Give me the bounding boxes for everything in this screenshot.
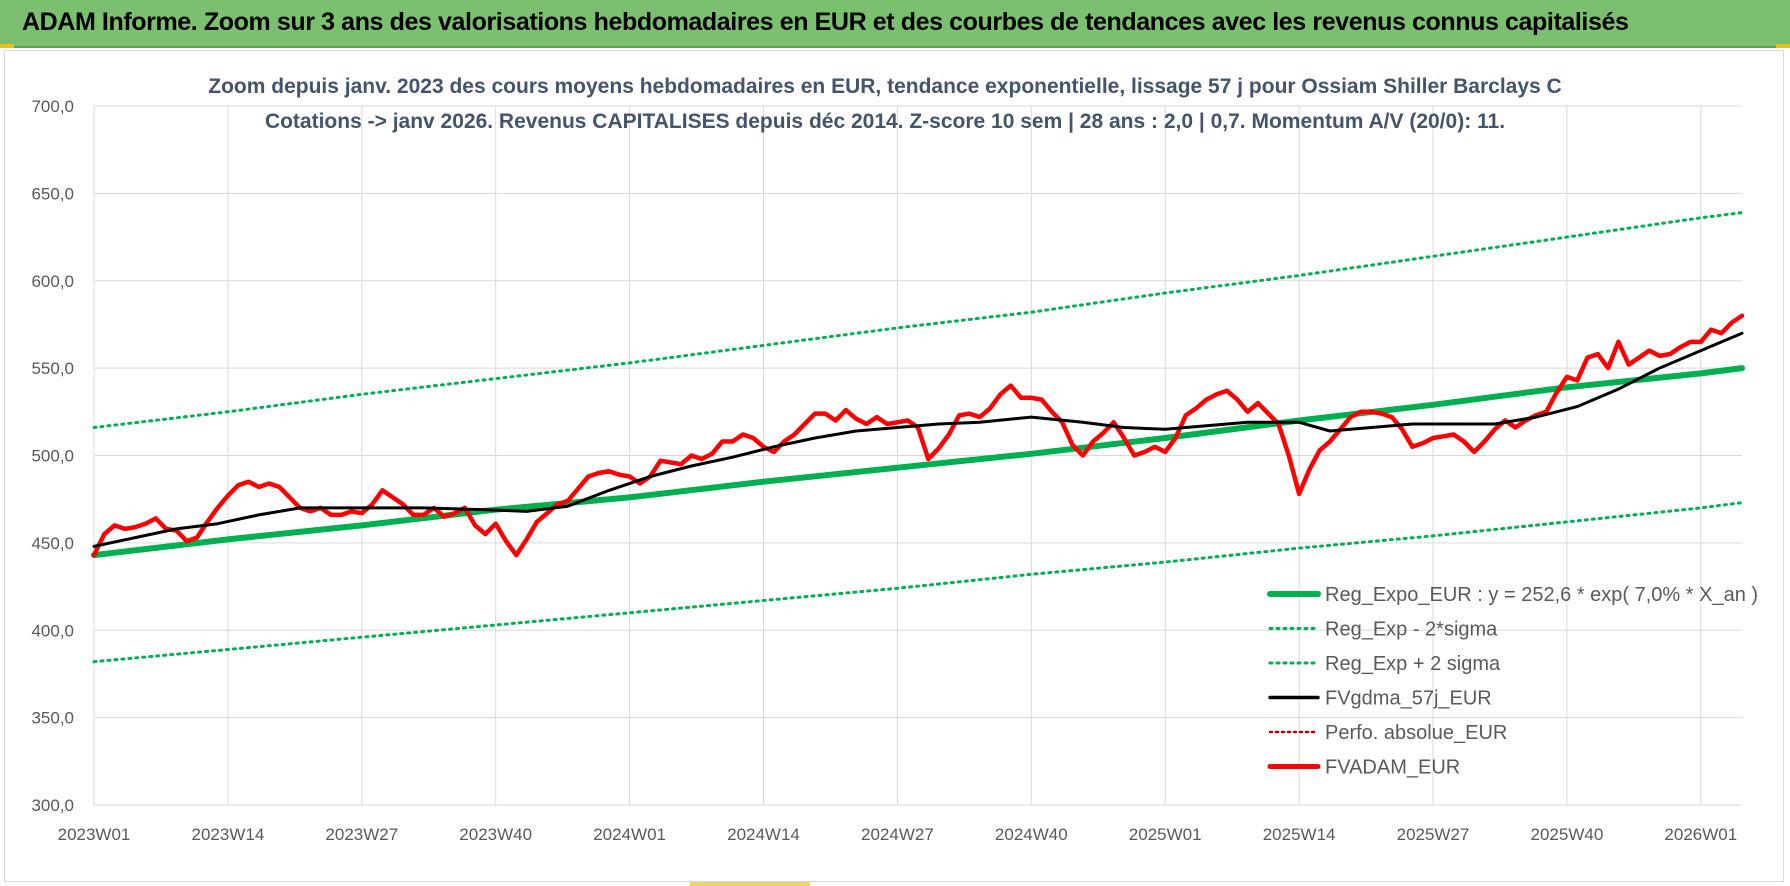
- price-line: [91, 313, 1745, 558]
- legend-perf-label: Perfo. absolue_EUR: [1325, 722, 1507, 744]
- y-tick-label: 300,0: [31, 796, 74, 815]
- x-tick-label: 2023W14: [192, 825, 265, 844]
- chart-title-line2: Cotations -> janv 2026. Revenus CAPITALI…: [265, 110, 1505, 133]
- x-tick-label: 2026W01: [1664, 825, 1737, 844]
- y-tick-label: 450,0: [31, 534, 74, 553]
- legend-gdma-label: FVgdma_57j_EUR: [1325, 688, 1492, 710]
- x-tick-label: 2024W40: [995, 825, 1068, 844]
- x-tick-label: 2024W01: [593, 825, 666, 844]
- gridlines: [93, 105, 1742, 806]
- title-banner: [0, 0, 1790, 48]
- y-tick-label: 400,0: [31, 621, 74, 640]
- banner-corner-right: [1776, 44, 1790, 48]
- y-tick-label: 500,0: [31, 447, 74, 466]
- trend-line: [91, 365, 1745, 559]
- y-tick-label: 600,0: [31, 272, 74, 291]
- upper-band-line: [92, 211, 1744, 429]
- x-tick-label: 2023W27: [325, 825, 398, 844]
- legend-price-label: FVADAM_EUR: [1325, 757, 1460, 779]
- y-tick-label: 350,0: [31, 709, 74, 728]
- y-tick-label: 550,0: [31, 359, 74, 378]
- banner-corner-left: [0, 44, 14, 48]
- x-tick-label: 2025W14: [1263, 825, 1336, 844]
- x-tick-label: 2025W40: [1531, 825, 1604, 844]
- legend-lower-band-label: Reg_Exp - 2*sigma: [1325, 619, 1498, 641]
- x-tick-label: 2023W01: [58, 825, 131, 844]
- x-tick-label: 2024W27: [861, 825, 934, 844]
- gdma-line: [92, 331, 1744, 548]
- axis-labels: 300,0 350,0 400,0 450,0 500,0 550,0 600,0 650,0…: [31, 97, 1737, 844]
- lower-band-line: [92, 501, 1744, 664]
- x-tick-label: 2025W01: [1129, 825, 1202, 844]
- series: [91, 211, 1745, 664]
- legend: Reg_Expo_EUR : y = 252,6 * exp( 7,0% * X…: [1267, 584, 1758, 779]
- x-tick-label: 2023W40: [459, 825, 532, 844]
- x-tick-label: 2024W14: [727, 825, 800, 844]
- page-title: ADAM Informe. Zoom sur 3 ans des valoris…: [22, 8, 1629, 36]
- bottom-accent: [690, 882, 810, 886]
- x-tick-label: 2025W27: [1397, 825, 1470, 844]
- y-tick-label: 700,0: [31, 97, 74, 116]
- chart-frame: [4, 50, 1784, 882]
- legend-upper-band-label: Reg_Exp + 2 sigma: [1325, 653, 1501, 675]
- chart-title-line1: Zoom depuis janv. 2023 des cours moyens …: [208, 75, 1561, 98]
- legend-trend-label: Reg_Expo_EUR : y = 252,6 * exp( 7,0% * X…: [1325, 584, 1758, 606]
- y-tick-label: 650,0: [31, 184, 74, 203]
